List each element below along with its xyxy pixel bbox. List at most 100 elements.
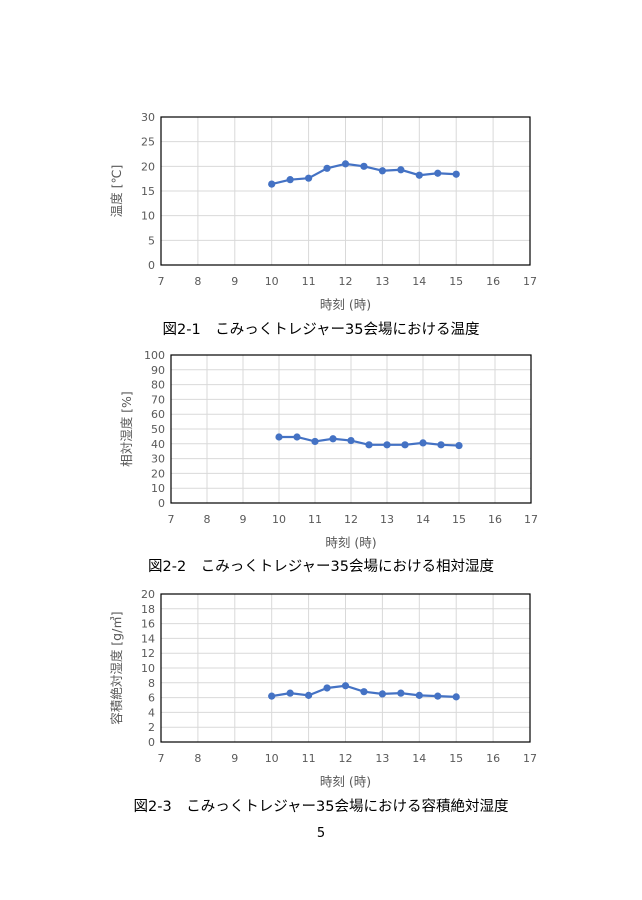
data-point	[434, 692, 442, 700]
data-point	[293, 433, 301, 441]
y-tick-label: 2	[148, 721, 155, 734]
y-axis-title: 温度 [℃]	[109, 165, 124, 218]
x-tick-label: 17	[523, 275, 537, 288]
y-tick-label: 12	[141, 647, 155, 660]
y-tick-label: 18	[141, 603, 155, 616]
x-tick-label: 10	[265, 752, 279, 765]
x-tick-label: 13	[380, 513, 394, 526]
data-point	[323, 164, 331, 172]
y-tick-label: 0	[158, 497, 165, 510]
data-point	[434, 169, 442, 177]
y-tick-label: 50	[151, 423, 165, 436]
x-tick-label: 16	[486, 275, 500, 288]
y-tick-label: 70	[151, 393, 165, 406]
data-point	[268, 692, 276, 700]
data-point	[452, 170, 460, 178]
chart-caption-relative-humidity: 図2-2 こみっくトレジャー35会場における相対湿度	[148, 559, 494, 575]
x-tick-label: 15	[449, 275, 463, 288]
x-tick-label: 9	[231, 752, 238, 765]
y-tick-label: 20	[141, 160, 155, 173]
data-point	[365, 441, 373, 449]
x-tick-label: 15	[449, 752, 463, 765]
data-point	[347, 436, 355, 445]
data-point	[311, 437, 319, 446]
y-tick-label: 10	[141, 210, 155, 223]
x-tick-label: 16	[486, 752, 500, 765]
x-tick-label: 10	[265, 275, 279, 288]
data-point	[268, 180, 276, 188]
y-tick-label: 40	[151, 438, 165, 451]
x-tick-label: 7	[158, 752, 165, 765]
y-tick-label: 5	[148, 234, 155, 247]
temperature-chart: 0 5 10 15 20 25 30 7 8 9 10 11 12 13 14 15 16 17 時刻 (時) 温度 …	[109, 111, 537, 312]
data-point	[360, 688, 368, 696]
x-tick-label: 7	[168, 513, 175, 526]
plot-area-border	[160, 593, 531, 743]
chart-caption-temperature: 図2-1 こみっくトレジャー35会場における温度	[162, 322, 480, 338]
data-point	[323, 684, 331, 692]
x-axis-title: 時刻 (時)	[320, 297, 371, 312]
y-tick-label: 60	[151, 408, 165, 421]
page-number: 5	[316, 826, 326, 841]
x-axis-title: 時刻 (時)	[320, 774, 371, 789]
plot-area-border	[160, 116, 531, 266]
y-tick-label: 10	[141, 662, 155, 675]
y-tick-label: 30	[141, 111, 155, 124]
x-tick-label: 13	[375, 275, 389, 288]
data-point	[360, 162, 368, 170]
data-point	[401, 441, 409, 449]
x-tick-label: 14	[416, 513, 430, 526]
y-axis-title: 相対湿度 [%]	[119, 391, 134, 467]
x-tick-label: 11	[308, 513, 322, 526]
y-tick-label: 20	[141, 588, 155, 601]
x-tick-label: 17	[524, 513, 538, 526]
data-point	[415, 171, 423, 179]
x-tick-label: 14	[412, 275, 426, 288]
x-tick-label: 7	[158, 275, 165, 288]
data-point	[452, 693, 460, 701]
data-point	[305, 174, 313, 182]
data-point	[455, 441, 463, 450]
x-tick-label: 13	[375, 752, 389, 765]
data-point	[305, 691, 313, 699]
x-tick-label: 8	[194, 275, 201, 288]
data-point	[419, 439, 427, 447]
data-point	[286, 689, 294, 697]
data-point	[341, 160, 350, 168]
x-tick-label: 9	[240, 513, 247, 526]
x-tick-label: 17	[523, 752, 537, 765]
x-tick-label: 8	[204, 513, 211, 526]
y-tick-label: 20	[151, 467, 165, 480]
data-point	[378, 167, 386, 175]
y-tick-label: 90	[151, 364, 165, 377]
x-tick-label: 11	[302, 275, 316, 288]
data-point	[329, 435, 337, 443]
x-tick-label: 16	[488, 513, 502, 526]
data-point	[275, 433, 283, 441]
y-tick-label: 80	[151, 379, 165, 392]
x-tick-label: 12	[339, 275, 353, 288]
data-point	[415, 691, 423, 699]
y-tick-label: 0	[148, 736, 155, 749]
y-tick-label: 16	[141, 618, 155, 631]
data-point	[286, 176, 294, 184]
chart-caption-absolute-humidity: 図2-3 こみっくトレジャー35会場における容積絶対湿度	[133, 799, 509, 815]
y-tick-label: 15	[141, 185, 155, 198]
y-tick-label: 14	[141, 632, 155, 645]
x-axis-title: 時刻 (時)	[325, 535, 376, 550]
x-tick-label: 14	[412, 752, 426, 765]
x-tick-label: 11	[302, 752, 316, 765]
x-tick-label: 9	[231, 275, 238, 288]
data-point	[378, 690, 386, 698]
data-point	[397, 689, 405, 697]
x-tick-label: 12	[344, 513, 358, 526]
y-tick-label: 4	[148, 706, 155, 719]
y-tick-label: 25	[141, 136, 155, 149]
data-point	[437, 441, 445, 449]
y-tick-label: 10	[151, 482, 165, 495]
data-point	[383, 441, 391, 449]
data-point	[397, 166, 405, 174]
y-tick-label: 100	[144, 349, 165, 362]
